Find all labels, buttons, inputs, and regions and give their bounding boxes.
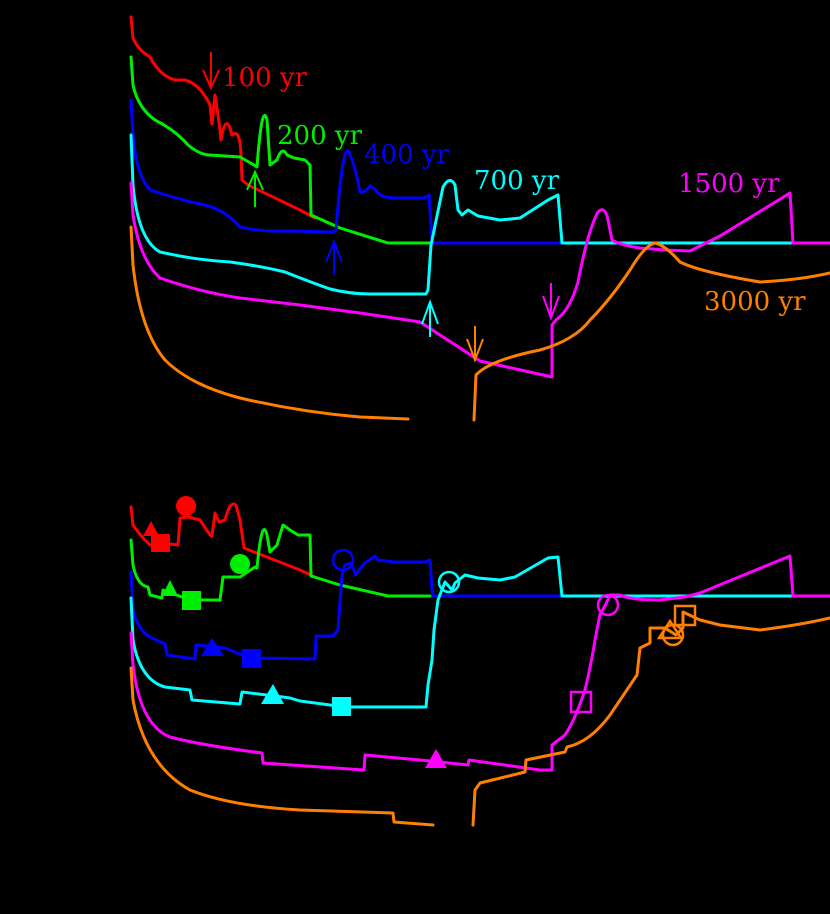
label-1500yr: 1500 yr — [678, 169, 780, 199]
marker-open-circle-400yr — [331, 548, 355, 572]
arrow-200yr — [246, 169, 264, 207]
curve-3000yr-bottom — [129, 666, 435, 827]
curve-100yr-top — [129, 15, 317, 220]
marker-triangle-100yr — [143, 521, 159, 536]
arrow-100yr — [202, 52, 220, 91]
arrow-3000yr — [466, 326, 484, 363]
marker-triangle-1500yr — [425, 749, 447, 768]
label-100yr: 100 yr — [222, 63, 308, 93]
label-200yr: 200 yr — [277, 121, 363, 151]
label-400yr: 400 yr — [364, 140, 450, 170]
curve-3000yr-top — [129, 225, 410, 421]
arrow-400yr — [325, 239, 343, 275]
marker-triangle-200yr — [162, 580, 178, 596]
marker-square-700yr — [332, 697, 351, 716]
marker-circle-200yr — [230, 554, 250, 574]
marker-square-100yr — [151, 534, 170, 552]
curve-1500yr-top — [129, 181, 830, 379]
arrow-700yr — [421, 299, 439, 337]
curve-3000yr-bottom-b — [471, 610, 830, 827]
marker-circle-100yr — [176, 496, 196, 516]
label-3000yr: 3000 yr — [704, 287, 806, 317]
marker-square-200yr — [182, 591, 201, 610]
curve-400yr-top — [129, 98, 830, 245]
top-panel: 100 yr 200 yr 400 yr 700 yr 1500 yr 3000… — [129, 15, 830, 422]
curve-3000yr-top-b — [472, 241, 830, 422]
bottom-panel — [129, 496, 830, 827]
curve-1500yr-bottom — [129, 554, 830, 772]
curve-700yr-bottom — [129, 555, 830, 709]
marker-triangle-400yr — [201, 638, 224, 656]
curve-700yr-top — [129, 133, 830, 296]
label-700yr: 700 yr — [474, 166, 560, 196]
marker-open-square-3000yr — [673, 604, 697, 627]
curve-200yr-top — [129, 55, 432, 245]
marker-open-circle-3000yr — [661, 623, 685, 647]
marker-triangle-700yr — [261, 684, 284, 704]
marker-square-400yr — [242, 649, 261, 668]
curve-200yr-bottom — [129, 523, 432, 602]
arrow-1500yr — [542, 283, 560, 321]
curve-100yr-bottom — [129, 502, 317, 579]
marker-open-circle-700yr — [437, 570, 461, 594]
marker-open-square-1500yr — [569, 690, 593, 714]
marker-open-circle-1500yr — [596, 593, 620, 617]
